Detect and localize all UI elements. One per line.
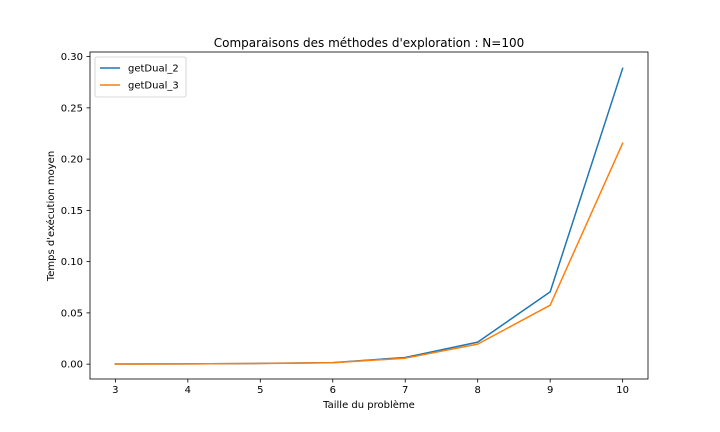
x-tick-label: 3 xyxy=(112,385,118,396)
x-tick-label: 7 xyxy=(402,385,408,396)
y-tick-label: 0.10 xyxy=(61,257,83,268)
y-tick-label: 0.05 xyxy=(61,308,83,319)
x-tick-label: 9 xyxy=(547,385,553,396)
legend: getDual_2 getDual_3 xyxy=(94,56,187,98)
chart-title: Comparaisons des méthodes d'exploration … xyxy=(214,36,525,50)
plot-frame xyxy=(89,51,649,380)
x-tick-label: 5 xyxy=(257,385,263,396)
x-tick-label: 8 xyxy=(475,385,481,396)
legend-label-getDual_2: getDual_2 xyxy=(128,64,179,75)
plot-area: 3 4 5 6 7 8 9 10 0.00 0.05 0.10 0.15 0.20 0.25 0.30 xyxy=(61,51,649,396)
y-tick-label: 0.30 xyxy=(61,52,83,63)
series-line-getDual_3 xyxy=(114,142,624,365)
legend-label-getDual_3: getDual_3 xyxy=(128,81,179,92)
y-tick-label: 0.25 xyxy=(61,103,83,114)
x-axis-label: Taille du problème xyxy=(322,399,415,411)
x-tick-label: 10 xyxy=(616,385,629,396)
y-tick-label: 0.00 xyxy=(61,360,83,371)
legend-box xyxy=(94,56,187,98)
y-axis-label: Temps d'exécution moyen xyxy=(45,151,57,282)
x-tick-label: 4 xyxy=(185,385,191,396)
y-tick-label: 0.15 xyxy=(61,206,83,217)
y-tick-label: 0.20 xyxy=(61,155,83,166)
x-tick-label: 6 xyxy=(330,385,336,396)
